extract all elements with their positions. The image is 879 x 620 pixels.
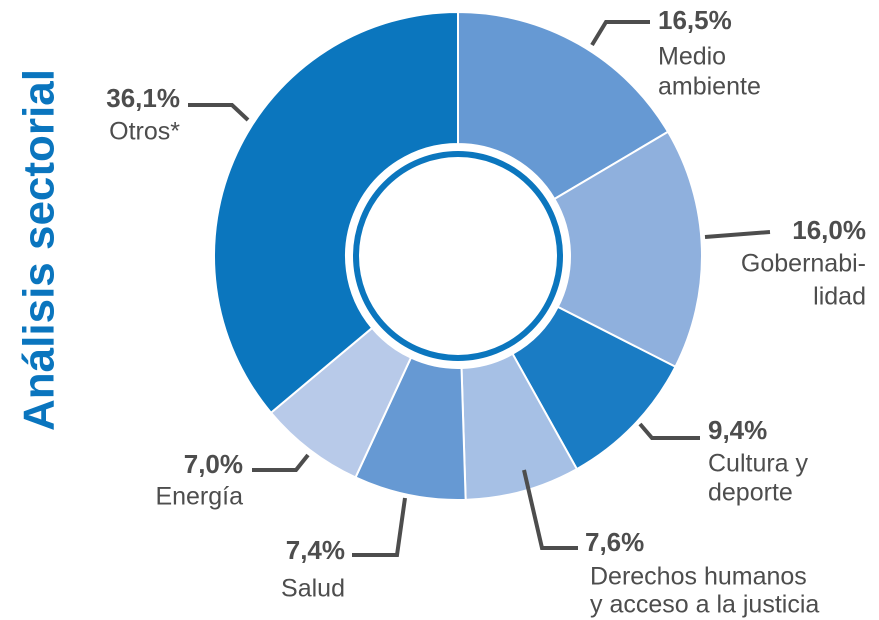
chart-title: Análisis sectorial bbox=[15, 69, 64, 431]
value-label: 7,4% bbox=[286, 535, 345, 565]
value-label: 36,1% bbox=[106, 83, 180, 113]
value-label: 7,0% bbox=[184, 449, 243, 479]
category-label: Otros* bbox=[109, 118, 180, 146]
leader-line bbox=[188, 103, 250, 122]
leader-line bbox=[522, 469, 578, 550]
leader-line bbox=[704, 230, 771, 239]
leader-line bbox=[252, 453, 310, 472]
slice bbox=[553, 130, 703, 369]
category-label: deporte bbox=[708, 479, 793, 507]
category-label: Cultura y bbox=[708, 450, 809, 478]
slice bbox=[213, 10, 459, 415]
category-label: Gobernabi- bbox=[741, 250, 866, 278]
leader-line bbox=[638, 422, 700, 440]
category-label: Medio bbox=[658, 43, 726, 71]
leader-line bbox=[352, 497, 407, 557]
category-label: lidad bbox=[813, 283, 866, 311]
value-label: 7,6% bbox=[585, 527, 644, 557]
value-label: 16,5% bbox=[658, 5, 732, 35]
category-label: Derechos humanos bbox=[590, 563, 807, 591]
category-label: Energía bbox=[155, 483, 243, 511]
value-label: 9,4% bbox=[708, 415, 767, 445]
category-label: y acceso a la justicia bbox=[590, 591, 819, 619]
category-label: Salud bbox=[281, 575, 345, 603]
leader-line bbox=[590, 20, 650, 47]
value-label: 16,0% bbox=[792, 215, 866, 245]
slice bbox=[457, 10, 670, 201]
inner-ring bbox=[353, 151, 563, 361]
category-label: ambiente bbox=[658, 73, 761, 101]
